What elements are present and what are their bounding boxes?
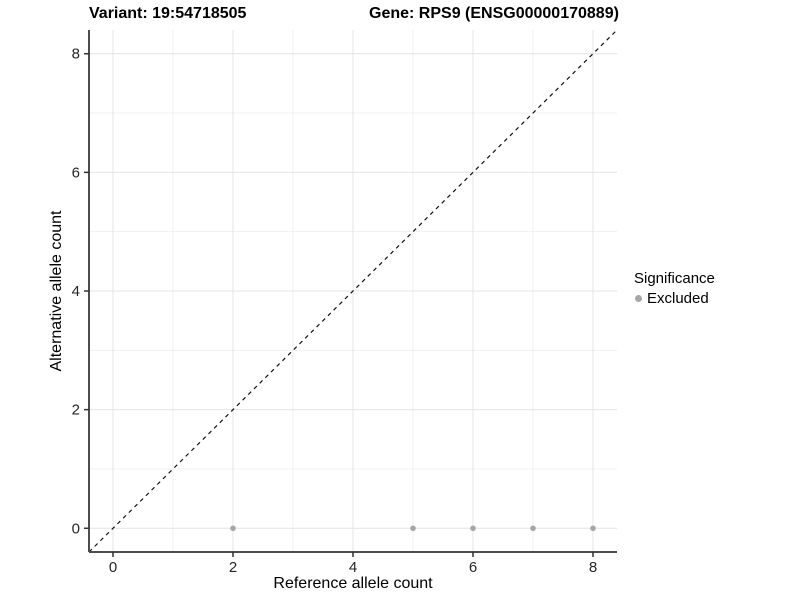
legend-title: Significance: [634, 270, 715, 287]
excluded-point-icon: [635, 295, 642, 302]
x-tick-label: 2: [229, 559, 237, 576]
identity-dashed-line: [88, 29, 618, 553]
x-axis-title: Reference allele count: [273, 575, 433, 592]
plot-title-variant: Variant: 19:54718505: [89, 5, 247, 22]
data-point: [410, 525, 416, 532]
data-point: [590, 525, 596, 532]
x-tick-label: 0: [109, 559, 117, 576]
y-tick-label: 2: [72, 402, 80, 419]
data-point: [230, 525, 236, 532]
y-axis-title: Alternative allele count: [48, 210, 65, 372]
legend-item-excluded: Excluded: [634, 290, 715, 307]
data-point: [530, 525, 536, 532]
plot-title-gene: Gene: RPS9 (ENSG00000170889): [369, 5, 619, 22]
y-tick-label: 0: [72, 520, 80, 537]
y-tick-label: 8: [72, 46, 80, 63]
y-tick-label: 6: [72, 164, 80, 181]
y-tick-label: 4: [72, 283, 80, 300]
x-tick-label: 6: [469, 559, 477, 576]
x-tick-label: 4: [349, 559, 357, 576]
data-point: [470, 525, 476, 532]
x-tick-label: 8: [589, 559, 597, 576]
legend: Significance Excluded: [634, 270, 715, 307]
legend-item-label: Excluded: [647, 290, 709, 307]
